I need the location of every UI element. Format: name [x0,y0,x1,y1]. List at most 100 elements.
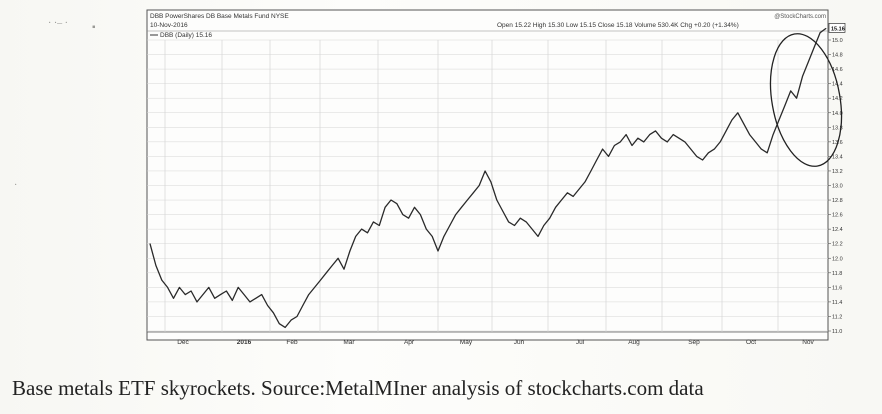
data-point [449,225,451,226]
data-point [455,214,457,216]
data-point [420,214,421,216]
hand-drawn-ellipse [769,33,843,167]
data-point [190,290,192,292]
last-value-box [828,23,846,33]
last-value-label: 15.16 [831,26,845,32]
x-tick-label: Oct [746,339,756,346]
data-point [231,300,233,301]
x-tick-label: Feb [286,339,298,346]
y-tick-label: 12.4 [832,227,843,233]
data-point [666,141,668,143]
data-point [320,279,321,281]
data-point [572,196,574,197]
data-point [561,199,562,201]
y-tick-label: 14.0 [832,111,843,117]
data-point [549,217,551,219]
data-point [149,243,151,245]
data-point [813,46,815,48]
chart-grid [147,39,828,332]
data-point [596,159,598,161]
chart-header: DBB PowerShares DB Base Metals Fund NYSE… [150,13,826,39]
chart-figure: DBB PowerShares DB Base Metals Fund NYSE… [146,9,846,346]
y-tick-label: 15.0 [832,38,843,44]
chart-header-date: 10-Nov-2016 [150,22,188,29]
data-point [567,192,568,194]
x-tick-label: Mar [343,339,355,346]
data-point [202,294,204,295]
x-tick-label: May [460,339,473,346]
data-point [608,156,609,157]
data-point [414,206,415,208]
data-point [373,221,374,223]
data-point [731,119,733,121]
data-point [696,156,698,157]
y-tick-label: 14.2 [832,96,843,102]
x-tick-label: Dec [177,339,189,346]
data-point [631,145,633,146]
data-point [672,134,674,136]
data-point [772,134,774,136]
data-point [778,119,780,121]
data-point [655,130,656,132]
data-point [308,294,310,295]
data-point [643,141,645,143]
data-point [355,236,357,237]
data-point [808,61,809,63]
data-point [825,28,827,29]
figure-caption: Base metals ETF skyrockets. Source:Metal… [12,376,704,400]
data-point [760,148,762,150]
y-tick-label: 12.6 [832,213,843,219]
series-line-dbb [149,27,827,329]
data-point [802,76,803,77]
data-point [425,228,427,230]
data-point [684,141,686,143]
data-point [543,225,545,226]
data-point [220,294,221,295]
data-point [725,130,727,132]
x-tick-label: Aug [628,339,640,346]
data-point [437,250,439,252]
data-point [461,206,462,208]
chart-legend-label: DBB (Daily) 15.16 [160,32,212,39]
data-point [408,217,409,219]
data-point [343,268,345,270]
data-point [784,105,786,106]
y-tick-label: 12.8 [832,198,843,204]
data-point [402,214,404,216]
scan-speck: · ·– · [48,18,68,29]
chart-watermark: @StockCharts.com [774,14,826,20]
chart-series [149,27,827,329]
data-point [431,236,433,237]
data-point [261,294,263,295]
x-tick-label: Jun [514,339,525,346]
data-point [249,301,251,303]
data-point [578,188,580,190]
data-point [155,265,157,266]
data-point [173,297,174,299]
data-point [602,148,603,150]
y-tick-label: 11.8 [832,271,842,277]
data-point [255,297,257,299]
data-point [708,152,709,154]
data-point [537,236,539,237]
data-point [396,203,398,205]
y-tick-label: 13.0 [832,184,843,190]
data-point [796,97,797,99]
data-point [766,152,768,154]
x-tick-label: Sep [688,339,700,346]
data-point [243,294,245,295]
data-point [678,137,680,139]
data-point [743,123,745,125]
y-tick-label: 12.2 [832,242,843,248]
x-tick-label: Nov [802,339,814,346]
chart-axes: Dec 2016 Feb Mar Apr May Jun Jul Aug Sep Oct Nov 11.… [177,23,846,346]
data-point [555,206,556,208]
data-point [590,170,592,172]
y-tick-label: 14.8 [832,53,843,59]
y-tick-label: 11.6 [832,285,842,291]
scan-speck: · [14,180,18,191]
data-point [196,301,198,303]
data-point [661,137,662,139]
data-point [184,294,186,295]
data-point [325,272,327,274]
